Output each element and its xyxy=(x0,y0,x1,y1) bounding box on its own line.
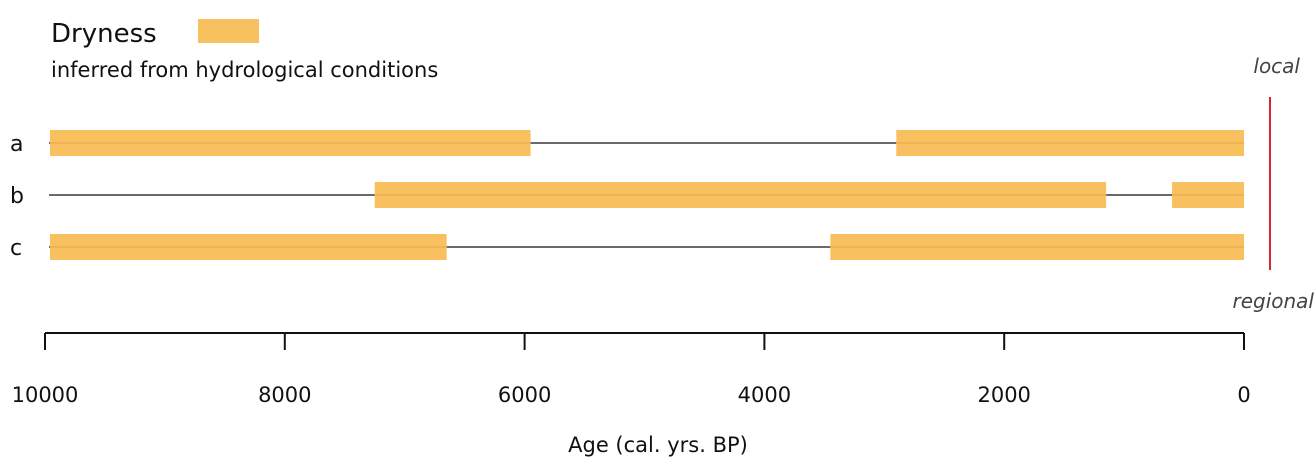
timeline-row-a: a xyxy=(10,130,1244,157)
timeline-row-c: c xyxy=(10,234,1244,261)
scale-label-regional: regional xyxy=(1232,289,1314,313)
x-tick-label: 0 xyxy=(1237,383,1250,407)
x-tick-label: 10000 xyxy=(12,383,79,407)
timeline-rows: a b c xyxy=(10,130,1244,261)
x-tick-label: 2000 xyxy=(977,383,1030,407)
timeline-row-b: b xyxy=(10,182,1244,209)
row-label-b: b xyxy=(10,184,24,209)
chart-subtitle: inferred from hydrological conditions xyxy=(51,58,438,82)
x-tick-label: 8000 xyxy=(258,383,311,407)
x-axis: 10000 8000 6000 4000 2000 0 xyxy=(12,332,1251,407)
scale-label-local: local xyxy=(1253,54,1300,78)
legend-swatch xyxy=(198,19,259,43)
row-label-c: c xyxy=(10,236,22,261)
x-tick-label: 4000 xyxy=(738,383,791,407)
chart-title: Dryness xyxy=(51,19,157,49)
x-axis-label: Age (cal. yrs. BP) xyxy=(568,433,748,457)
row-label-a: a xyxy=(10,132,23,157)
x-tick-label: 6000 xyxy=(498,383,551,407)
